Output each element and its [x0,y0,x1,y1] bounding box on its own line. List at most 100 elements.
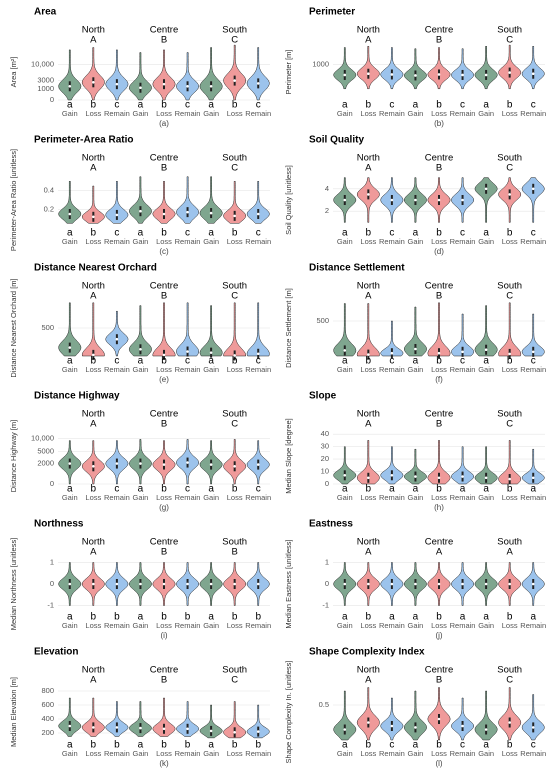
median-dot [437,582,441,586]
significance-letter: c [389,740,394,751]
x-tick-label: Gain [478,109,494,118]
x-tick-label: Remain [175,365,201,374]
x-tick-label: Loss [431,493,447,502]
group-name: South [497,537,522,548]
significance-letter: b [91,356,97,367]
panel-title: Soil Quality [309,135,364,146]
x-tick-label: Loss [502,365,518,374]
y-axis-label: Distance Settlement [m] [284,288,293,368]
y-tick-label: 30 [321,442,329,451]
significance-letter: a [342,484,348,495]
group-name: South [497,665,522,676]
violin [333,47,357,90]
violin [380,697,404,741]
median-dot [343,582,347,586]
group-name: Centre [150,281,179,292]
violin [451,697,475,741]
violin [427,687,451,741]
median-dot [484,348,488,352]
x-tick-label: Remain [520,237,546,246]
median-dot [390,351,394,355]
median-dot [92,726,95,729]
significance-letter: a [389,612,395,623]
y-tick-label: 500 [41,323,54,332]
x-tick-label: Loss [227,749,243,758]
violin [246,47,270,101]
x-tick-label: Gain [203,749,219,758]
median-dot [531,350,535,354]
median-dot [367,476,370,480]
significance-letter: b [232,612,238,623]
group-name: South [222,665,247,676]
violin [333,446,357,485]
significance-letter: b [366,484,372,495]
x-tick-label: Gain [408,237,424,246]
violin [176,52,199,101]
x-tick-label: Loss [85,749,101,758]
median-dot [186,210,189,214]
x-tick-label: Loss [431,365,447,374]
significance-letter: a [67,228,73,239]
median-dot [256,730,260,733]
violin [498,44,522,90]
violin [474,305,498,357]
x-tick-label: Loss [227,493,243,502]
x-tick-label: Loss [360,749,376,758]
median-dot [68,346,72,349]
y-tick-label: 0 [50,579,54,588]
x-tick-label: Loss [156,749,172,758]
x-tick-label: Loss [156,493,172,502]
group-name: South [222,281,247,292]
median-dot [233,79,236,82]
x-tick-label: Remain [104,749,130,758]
y-tick-label: 0 [50,95,54,104]
group-name: South [222,153,247,164]
y-axis-label: Median Northness [unitless] [9,538,18,631]
x-tick-label: Remain [245,237,271,246]
y-axis-label: Perimeter-Area Ratio [unitless] [9,149,18,251]
significance-letter: c [114,356,119,367]
x-tick-label: Loss [502,749,518,758]
significance-letter: c [256,100,261,111]
panel-caption: (h) [434,503,444,512]
significance-letter: a [389,484,395,495]
violin [498,440,522,485]
y-axis-label: Median Elevation [m] [9,677,18,747]
x-tick-label: Gain [203,237,219,246]
significance-letter: b [232,228,238,239]
median-dot [343,73,347,77]
x-tick-label: Remain [175,621,201,630]
median-dot [186,84,189,88]
group-letter: C [506,675,513,686]
x-tick-label: Gain [62,621,78,630]
violin [404,690,427,741]
x-tick-label: Gain [62,749,78,758]
violin [521,694,545,741]
significance-letter: c [114,484,119,495]
median-dot [414,582,417,586]
significance-letter: a [342,612,348,623]
significance-letter: b [161,484,167,495]
x-tick-label: Remain [245,493,271,502]
x-tick-label: Loss [227,365,243,374]
x-tick-label: Gain [337,621,353,630]
x-tick-label: Gain [133,365,149,374]
group-name: Centre [150,537,179,548]
violin [246,302,270,357]
group-letter: C [506,35,513,46]
x-tick-label: Remain [175,109,201,118]
group-letter: B [436,675,442,686]
y-tick-label: 0 [325,479,329,488]
x-tick-label: Gain [133,493,149,502]
x-tick-label: Remain [245,621,271,630]
median-dot [461,475,464,478]
x-tick-label: Loss [502,493,518,502]
median-dot [343,349,347,352]
y-tick-label: 10,000 [31,433,54,442]
panel-title: Shape Complexity Index [309,647,425,658]
median-dot [233,214,236,218]
group-letter: C [231,163,238,174]
x-tick-label: Loss [431,621,447,630]
significance-letter: b [507,484,513,495]
x-tick-label: Remain [379,621,405,630]
